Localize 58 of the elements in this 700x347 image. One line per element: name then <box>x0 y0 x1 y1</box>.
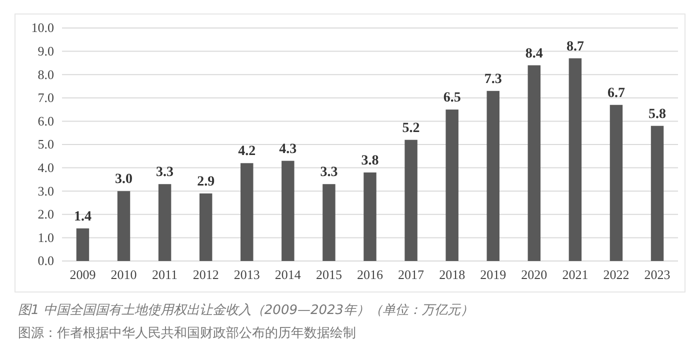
data-label: 3.3 <box>320 165 338 180</box>
x-tick-label: 2020 <box>521 267 548 282</box>
bar <box>364 172 376 261</box>
data-label: 6.7 <box>607 86 625 101</box>
y-tick-label: 1.0 <box>38 230 54 245</box>
x-tick-label: 2014 <box>274 267 302 282</box>
y-tick-label: 9.0 <box>38 43 54 58</box>
bar <box>404 140 418 261</box>
bar <box>322 184 336 261</box>
x-tick-label: 2019 <box>480 267 506 282</box>
bar <box>158 184 172 261</box>
x-tick-label: 2009 <box>70 267 96 282</box>
data-label: 2.9 <box>197 174 215 190</box>
bar <box>486 90 500 261</box>
data-label: 4.2 <box>238 144 256 160</box>
caption: 图1 中国全国国有土地使用权出让金收入（2009—2023年）（单位：万亿元） <box>18 303 474 318</box>
x-tick-label: 2022 <box>603 267 630 282</box>
x-tick-label: 2018 <box>439 267 466 282</box>
y-tick-label: 4.0 <box>38 160 54 175</box>
x-tick-label: 2017 <box>398 267 425 282</box>
x-tick-label: 2012 <box>192 267 219 282</box>
x-tick-label: 2011 <box>152 267 178 282</box>
bar <box>650 126 664 261</box>
bar <box>568 58 582 261</box>
data-label: 4.3 <box>279 142 297 157</box>
y-tick-label: 6.0 <box>38 113 54 128</box>
y-tick-label: 7.0 <box>38 90 54 106</box>
data-label: 5.8 <box>648 106 666 122</box>
y-tick-label: 8.0 <box>38 66 54 82</box>
x-tick-label: 2013 <box>234 267 260 282</box>
y-tick-label: 0.0 <box>38 253 54 268</box>
text: 图源：作者根据中华人民共和国财政部公布的历年数据绘制 <box>18 326 356 341</box>
x-tick-label: 2016 <box>357 267 384 282</box>
data-label: 8.4 <box>525 46 543 62</box>
x-tick-label: 2010 <box>110 267 137 282</box>
y-tick-label: 10.0 <box>31 20 54 36</box>
data-label: 7.3 <box>484 72 502 87</box>
data-label: 3.3 <box>156 165 174 180</box>
y-tick-label: 3.0 <box>38 183 54 198</box>
data-label: 8.7 <box>566 39 584 54</box>
bar <box>76 228 90 261</box>
bar <box>199 193 212 261</box>
bar <box>446 110 458 261</box>
data-label: 3.8 <box>361 153 379 168</box>
y-tick-label: 2.0 <box>38 206 54 222</box>
bar <box>282 160 294 261</box>
data-label: 1.4 <box>74 209 92 224</box>
y-tick-label: 5.0 <box>38 136 54 152</box>
bar <box>528 65 541 261</box>
data-label: 3.0 <box>115 172 133 188</box>
bar <box>240 163 254 261</box>
x-tick-label: 2015 <box>316 267 342 282</box>
bar <box>610 104 623 261</box>
data-label: 6.5 <box>443 90 461 106</box>
x-tick-label: 2023 <box>644 267 670 282</box>
data-label: 5.2 <box>402 120 420 136</box>
bar <box>117 191 130 261</box>
x-tick-label: 2021 <box>562 267 588 282</box>
